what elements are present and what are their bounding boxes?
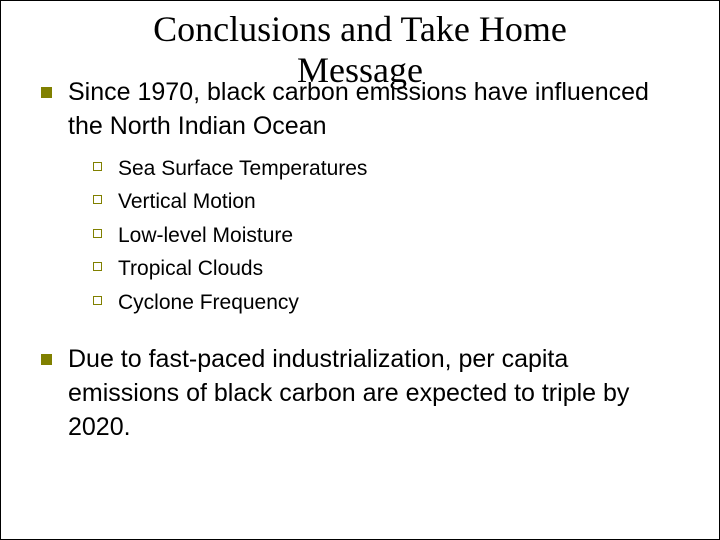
sub-bullet: Sea Surface Temperatures xyxy=(93,152,679,186)
sub-bullet: Tropical Clouds xyxy=(93,252,679,286)
sub-bullet-list: Sea Surface Temperatures Vertical Motion… xyxy=(93,152,679,320)
square-bullet-icon xyxy=(41,354,52,365)
hollow-square-bullet-icon xyxy=(93,262,102,271)
main-bullet-text: Due to fast-paced industrialization, per… xyxy=(68,343,679,444)
sub-bullet-text: Sea Surface Temperatures xyxy=(118,152,679,186)
sub-bullet: Vertical Motion xyxy=(93,185,679,219)
sub-bullet-text: Cyclone Frequency xyxy=(118,286,679,320)
slide-content: Since 1970, black carbon emissions have … xyxy=(41,76,679,453)
main-bullet: Since 1970, black carbon emissions have … xyxy=(41,76,679,144)
title-line-1: Conclusions and Take Home xyxy=(153,9,567,49)
hollow-square-bullet-icon xyxy=(93,296,102,305)
sub-bullet: Low-level Moisture xyxy=(93,219,679,253)
hollow-square-bullet-icon xyxy=(93,162,102,171)
main-bullet-text: Since 1970, black carbon emissions have … xyxy=(68,76,679,144)
sub-bullet: Cyclone Frequency xyxy=(93,286,679,320)
main-bullet: Due to fast-paced industrialization, per… xyxy=(41,343,679,444)
sub-bullet-text: Vertical Motion xyxy=(118,185,679,219)
sub-bullet-text: Low-level Moisture xyxy=(118,219,679,253)
square-bullet-icon xyxy=(41,87,52,98)
hollow-square-bullet-icon xyxy=(93,229,102,238)
sub-bullet-text: Tropical Clouds xyxy=(118,252,679,286)
hollow-square-bullet-icon xyxy=(93,195,102,204)
